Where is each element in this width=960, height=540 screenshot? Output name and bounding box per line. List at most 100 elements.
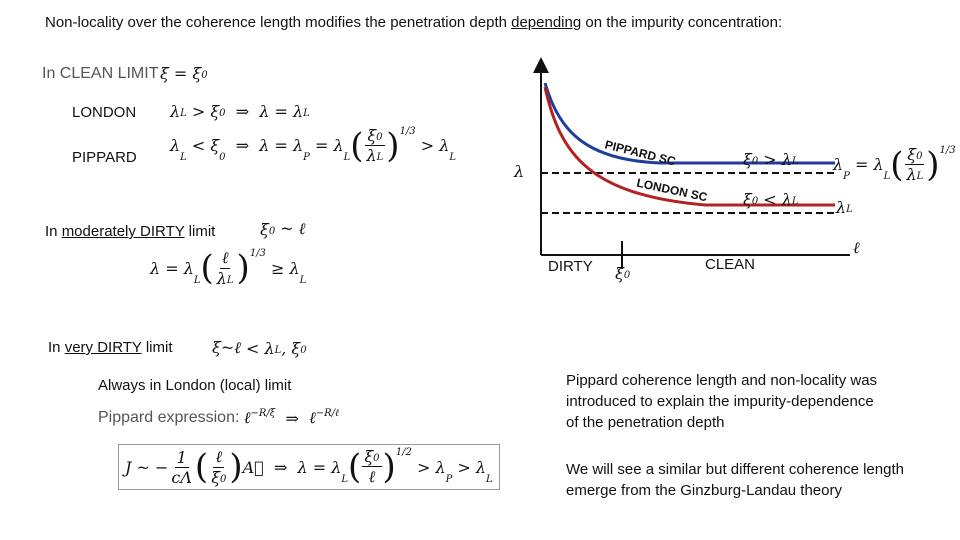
formula-token: ℓ <box>243 408 251 427</box>
formula-token: ξ <box>210 102 220 121</box>
formula-token: ) <box>382 447 396 487</box>
heading-text: In <box>45 223 62 240</box>
formula-token: L <box>180 108 187 119</box>
formula: ℓ −R/ξ ⇒ ℓ −R/ℓ <box>244 408 339 428</box>
formula-token: 0 <box>916 151 923 162</box>
heading: In moderately DIRTY limit <box>45 223 215 240</box>
formula-token: ) <box>236 248 250 288</box>
formula-token: cΛ <box>171 467 192 487</box>
formula-token: ξ <box>743 190 752 209</box>
formula-token: ξ <box>367 126 377 145</box>
formula-token: < <box>186 136 211 155</box>
formula-token: L <box>486 474 493 485</box>
formula-token: L <box>449 152 457 163</box>
note-line: emerge from the Ginzburg-Landau theory <box>566 482 842 499</box>
formula-token: ℓ <box>215 447 223 466</box>
formula-token: ) <box>386 125 400 166</box>
formula-token: > λ <box>411 457 446 477</box>
formula-token: ≥ λ <box>265 258 300 278</box>
formula-token: ξ <box>615 264 624 283</box>
heading: In very DIRTY limit <box>48 339 172 356</box>
pippard-curve <box>543 82 835 165</box>
formula-token: ~ ℓ <box>275 219 306 238</box>
formula-token: ℓ <box>368 467 376 486</box>
formula-token: , ξ <box>281 338 301 358</box>
formula-token: < λ <box>240 338 275 358</box>
fraction: 1 cΛ <box>169 448 194 487</box>
region-label: CLEAN <box>705 256 756 273</box>
numerator: 1 <box>174 448 189 468</box>
title: Non-locality over the coherence length m… <box>45 14 782 31</box>
formula-token: < λ <box>758 190 792 209</box>
formula-token: 0 <box>751 196 759 207</box>
formula-token: ⇒ <box>225 102 260 121</box>
formula-token: L <box>341 474 349 485</box>
formula-token: 0 <box>623 270 631 281</box>
formula-token: ξ <box>211 468 220 487</box>
formula-token: λ <box>216 269 227 288</box>
formula-token: 1/3 <box>249 248 266 259</box>
formula-token: L <box>303 108 310 119</box>
formula-token: 1/2 <box>395 447 412 458</box>
formula-token: > <box>186 102 211 121</box>
formula-token: 0 <box>300 345 307 356</box>
formula-token: ⇒ λ = λ <box>263 457 342 477</box>
clean-heading: In CLEAN LIMIT <box>42 65 159 82</box>
note: We will see a similar but different cohe… <box>566 459 904 501</box>
denominator: cΛ <box>169 468 194 487</box>
formula-token: 0 <box>219 152 226 163</box>
numerator: ℓ <box>219 248 231 269</box>
formula-token: λ <box>170 102 181 121</box>
denominator: ℓ <box>367 467 378 487</box>
formula-token: ξ <box>364 447 374 466</box>
numerator: ℓ <box>213 447 225 468</box>
heading-text: very DIRTY <box>64 339 142 356</box>
formula-token: ξ <box>743 150 752 169</box>
formula-token: 0 <box>373 453 380 464</box>
formula-token: L <box>916 171 924 182</box>
formula-token: λ <box>366 146 377 165</box>
formula-token: ( <box>348 447 362 487</box>
formula-token: ξ <box>210 136 220 155</box>
formula-token: J ~ − <box>125 457 169 477</box>
formula-token: −R/ξ <box>250 408 276 419</box>
formula-token: 0 <box>751 156 759 167</box>
row-label: PIPPARD <box>72 149 137 166</box>
formula-token: ( <box>890 144 904 185</box>
formula-token: ξ <box>907 145 917 164</box>
formula-token: ξ <box>260 219 269 239</box>
title-text: on the impurity concentration: <box>581 14 783 31</box>
formula-token: 0 <box>201 70 208 81</box>
formula-token: L <box>343 152 351 163</box>
formula-token: ℓ <box>309 408 316 427</box>
formula-token: λ = λ <box>150 258 194 278</box>
label: Pippard expression: <box>98 409 244 426</box>
title-text: depending <box>511 14 582 31</box>
formula-token: λ <box>170 136 181 155</box>
pippard-expression: Pippard expression: ℓ −R/ξ ⇒ ℓ −R/ℓ <box>98 408 339 428</box>
formula-token: λ <box>836 198 847 217</box>
formula-token: ξ~ℓ <box>212 338 241 357</box>
formula-token: ξ = ξ <box>160 64 202 83</box>
